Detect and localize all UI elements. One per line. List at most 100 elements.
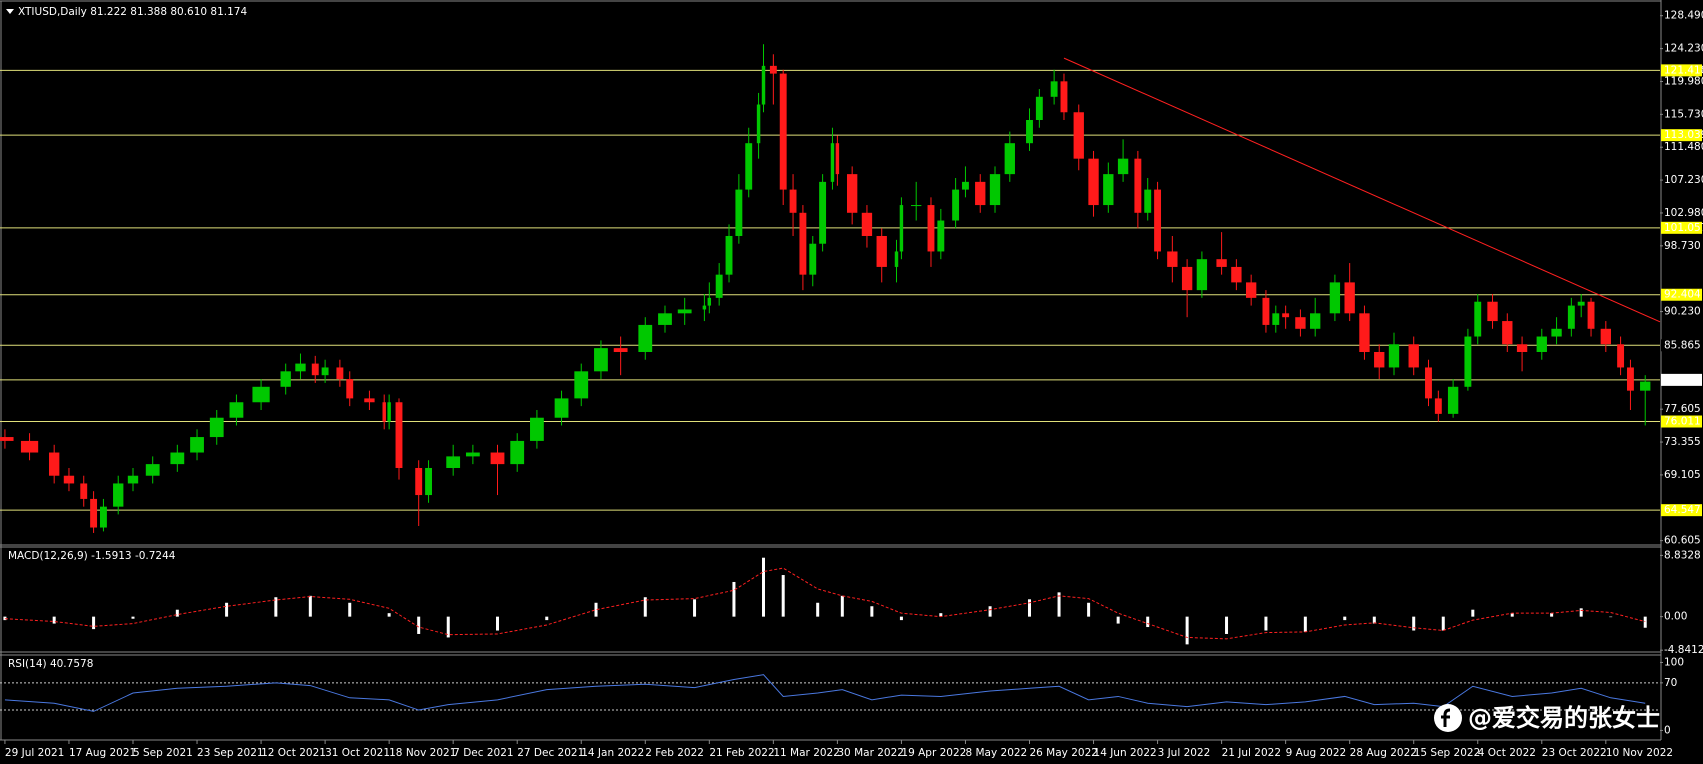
x-tick-label: 23 Sep 2021 — [197, 747, 264, 759]
level-label: 64.547 — [1664, 504, 1701, 516]
macd-bar — [594, 602, 598, 617]
x-tick-label: 10 Nov 2022 — [1606, 747, 1673, 759]
candle-body — [145, 464, 160, 476]
candle-body — [1103, 174, 1114, 206]
y-tick-label: 60.605 — [1664, 535, 1701, 547]
x-tick-label: 28 Aug 2022 — [1350, 747, 1417, 759]
candle-body — [311, 363, 319, 376]
macd-bar — [1027, 599, 1031, 617]
x-tick-label: 9 Aug 2022 — [1286, 747, 1347, 759]
candle-body — [1216, 259, 1227, 267]
macd-bar — [348, 602, 352, 617]
candle-body — [0, 437, 14, 441]
x-tick-label: 2 Feb 2022 — [645, 747, 704, 759]
candle-body — [1196, 259, 1208, 291]
x-tick-label: 4 Oct 2022 — [1478, 747, 1536, 759]
candle-body — [613, 348, 628, 352]
macd-bar — [387, 613, 391, 617]
y-tick-label: 8.8328 — [1664, 549, 1701, 561]
candle-body — [1536, 336, 1547, 352]
candle-body — [745, 143, 753, 190]
y-tick-label: 69.105 — [1664, 469, 1701, 481]
macd-bar — [1579, 608, 1583, 617]
candle-body — [490, 452, 505, 465]
candle-body — [989, 174, 1001, 206]
watermark-logo-glyph — [1441, 708, 1451, 727]
candle-body — [1295, 317, 1306, 329]
watermark: @爱交易的张女士 — [1468, 704, 1660, 732]
level-label-bg — [1661, 373, 1702, 386]
candle-body — [1626, 367, 1634, 391]
x-tick-label: 15 Sep 2022 — [1414, 747, 1481, 759]
candle-body — [677, 309, 692, 314]
y-tick-label: 77.605 — [1664, 403, 1701, 415]
level-label-bg — [1661, 129, 1702, 142]
candle-body — [861, 212, 873, 236]
macd-bar — [762, 557, 766, 617]
macd-bar — [446, 616, 450, 638]
x-tick-label: 27 Dec 2021 — [517, 747, 584, 759]
candle-body — [90, 498, 98, 528]
y-tick-label: 115.730 — [1664, 108, 1703, 120]
macd-bar — [1372, 616, 1376, 624]
candle-body — [1425, 367, 1432, 399]
candle-body — [962, 181, 969, 190]
candle-body — [1050, 81, 1058, 97]
macd-bar — [1116, 616, 1120, 624]
x-tick-label: 5 Sep 2021 — [133, 747, 193, 759]
candle-body — [1487, 301, 1498, 322]
trendline — [1063, 57, 1661, 323]
candle-body — [321, 367, 329, 376]
candle-body — [894, 251, 899, 267]
macd-bar — [274, 597, 278, 617]
candle-body — [1551, 328, 1562, 337]
candle-body — [658, 313, 672, 325]
x-tick-label: 21 Feb 2022 — [709, 747, 774, 759]
y-tick-label: 107.230 — [1664, 174, 1703, 186]
candle-body — [49, 452, 60, 476]
level-label-bg — [1661, 221, 1702, 234]
x-tick-label: 3 Jul 2022 — [1158, 747, 1211, 759]
x-tick-label: 14 Jan 2022 — [581, 747, 644, 759]
macd-bar — [52, 616, 56, 624]
candle-body — [446, 456, 461, 468]
candle-body — [1134, 158, 1142, 213]
macd-signal — [4, 567, 1646, 640]
macd-bar — [545, 616, 549, 621]
candle-body — [574, 371, 589, 399]
menu-arrow — [6, 9, 14, 14]
candle-body — [530, 417, 544, 441]
candle-body — [1434, 398, 1442, 414]
level-label-bg — [1661, 504, 1702, 517]
macd-bar — [732, 581, 736, 617]
x-tick-label: 21 Jul 2022 — [1222, 747, 1281, 759]
candle-body — [769, 65, 777, 74]
candle-body — [425, 467, 432, 496]
macd-bar — [496, 616, 500, 631]
rsi-header: RSI(14) 40.7578 — [8, 658, 93, 670]
candle-body — [715, 274, 723, 298]
level-label-bg — [1661, 64, 1702, 77]
candle-body — [1004, 143, 1015, 175]
level-label-bg — [1661, 339, 1702, 352]
candle-body — [80, 483, 88, 499]
candle-body — [252, 386, 270, 403]
candle-body — [1231, 266, 1242, 283]
candle-body — [554, 398, 569, 418]
candle-body — [20, 440, 39, 453]
x-tick-label: 29 Jul 2021 — [5, 747, 64, 759]
macd-bar — [1441, 616, 1445, 631]
macd-bar — [175, 609, 179, 617]
y-tick-label: 119.980 — [1664, 75, 1703, 87]
candle-body — [113, 483, 124, 507]
y-tick-label: 0.00 — [1664, 611, 1687, 623]
candle-body — [799, 212, 807, 275]
candle-body — [99, 506, 107, 528]
candle-body — [819, 181, 827, 244]
macd-bar — [1550, 613, 1554, 617]
macd-bar — [988, 606, 992, 617]
candle-body — [1245, 282, 1257, 298]
level-label: 85.865 — [1664, 339, 1701, 351]
candle-body — [346, 379, 354, 399]
level-label: 101.057 — [1664, 222, 1703, 234]
